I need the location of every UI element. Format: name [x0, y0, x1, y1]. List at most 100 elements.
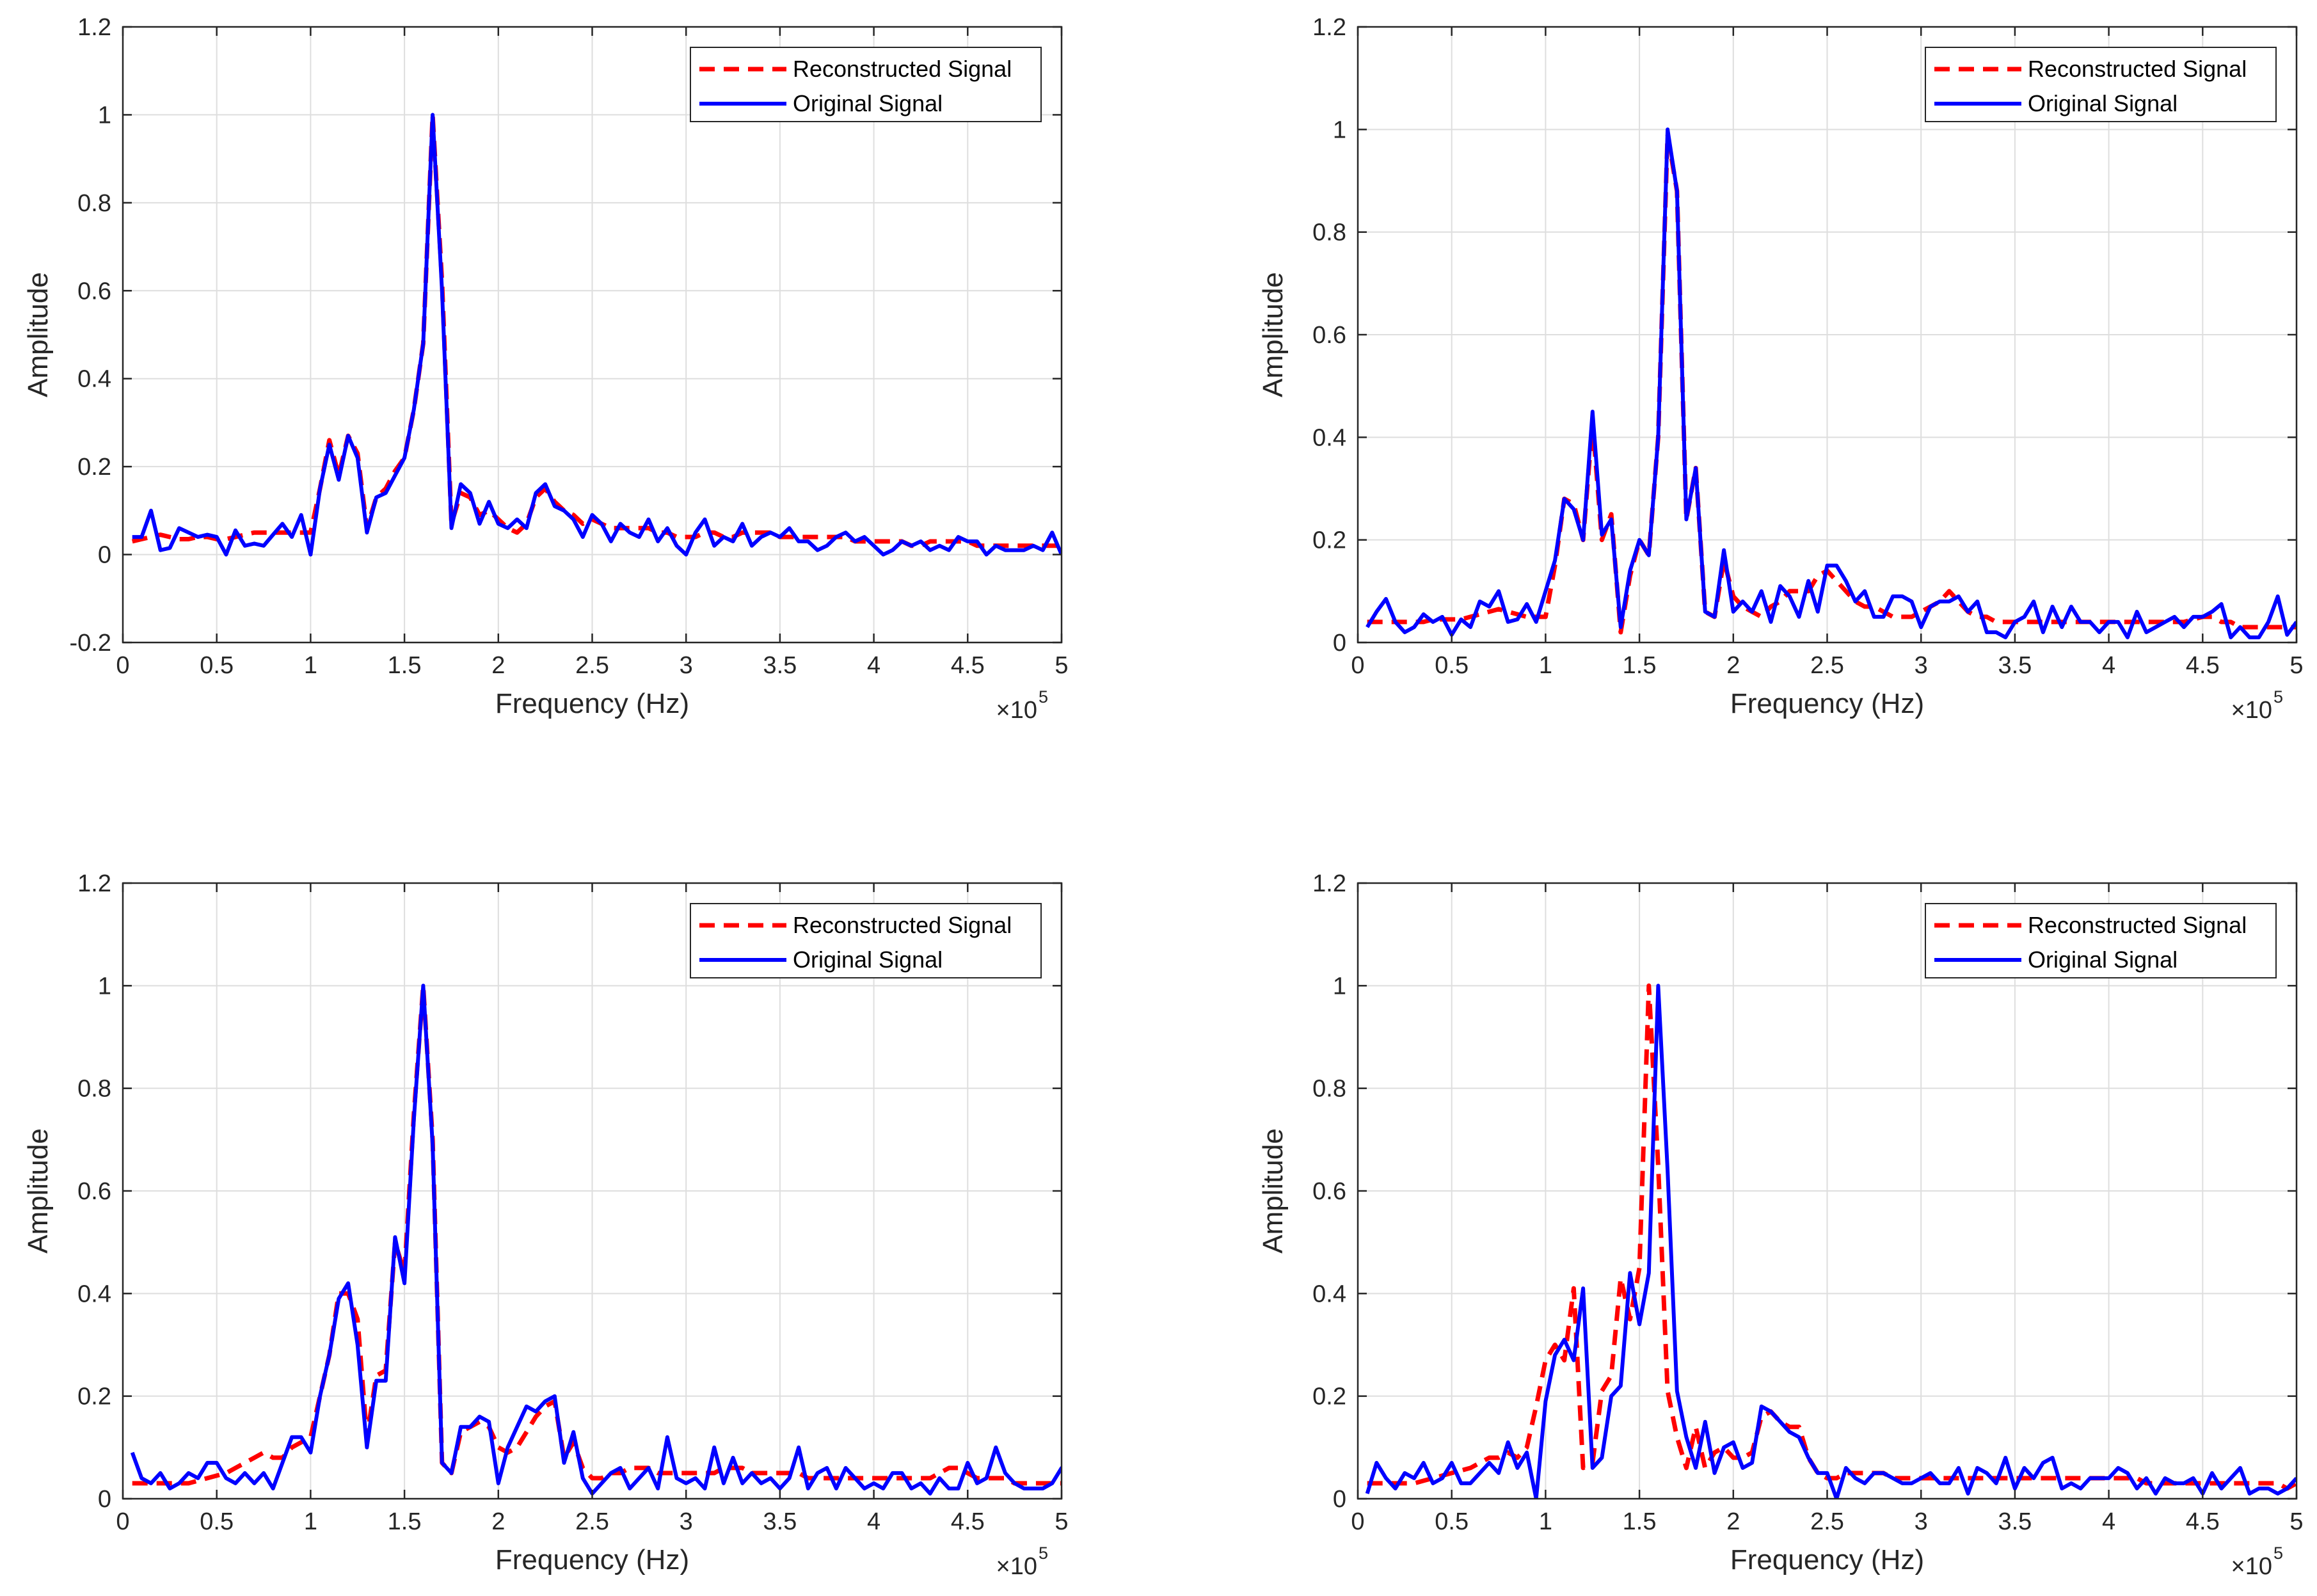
- y-tick-label: 1: [98, 102, 111, 129]
- x-tick-label: 4.5: [951, 652, 985, 679]
- x-multiplier-exponent: 5: [1039, 687, 1048, 706]
- x-tick-label: 0: [1351, 652, 1364, 679]
- x-tick-label: 0: [116, 1508, 129, 1535]
- y-tick-label: 0.2: [1312, 527, 1346, 554]
- y-tick-label: 0.2: [1312, 1384, 1346, 1410]
- y-tick-label: 0.6: [77, 1178, 111, 1205]
- x-tick-label: 4.5: [2186, 652, 2220, 679]
- x-tick-label: 3: [1915, 1508, 1928, 1535]
- y-tick-label: 0.2: [77, 454, 111, 481]
- x-tick-label: 3.5: [1998, 652, 2032, 679]
- chart-panel-3: 0 0.5 1 1.5 2 2.5 3 3.5 4 4.5 5 0 0.2 0.4 0.6 0.8 1 1.2 Fr…: [22, 870, 1069, 1580]
- x-multiplier: ×10: [2231, 697, 2272, 724]
- legend-box: [1925, 47, 2277, 122]
- original-signal-line: [1366, 127, 2297, 639]
- x-tick-label: 1: [1539, 652, 1552, 679]
- x-multiplier-exponent: 5: [2273, 1544, 2283, 1563]
- x-tick-label: 0: [116, 652, 129, 679]
- legend: Reconstructed Signal Original Signal: [690, 903, 1042, 978]
- y-tick-label: 0: [98, 1486, 111, 1513]
- x-multiplier: ×10: [996, 1553, 1037, 1580]
- x-tick-label: 0.5: [1435, 652, 1469, 679]
- x-tick-label: 1.5: [388, 1508, 422, 1535]
- original-signal-line: [130, 984, 1062, 1496]
- y-tick-label: 0: [1333, 1486, 1346, 1513]
- x-tick-label: 2.5: [575, 1508, 609, 1535]
- y-tick-label: 0.4: [1312, 424, 1346, 451]
- x-tick-label: 2.5: [575, 652, 609, 679]
- x-tick-label: 1: [1539, 1508, 1552, 1535]
- x-tick-label: 0.5: [200, 652, 234, 679]
- x-tick-label: 5: [1055, 1508, 1068, 1535]
- x-tick-label: 5: [1055, 652, 1068, 679]
- x-tick-label: 0.5: [1435, 1508, 1469, 1535]
- x-axis-label: Frequency (Hz): [495, 1544, 689, 1576]
- legend-entry-label: Reconstructed Signal: [793, 56, 1012, 82]
- y-tick-label: 0.8: [77, 1076, 111, 1103]
- y-tick-label: 0.4: [1312, 1281, 1346, 1307]
- y-axis-label: Amplitude: [1257, 272, 1289, 397]
- legend-box: [690, 903, 1042, 978]
- legend-entry-label: Original Signal: [793, 90, 943, 116]
- legend: Reconstructed Signal Original Signal: [690, 47, 1042, 122]
- x-axis-label: Frequency (Hz): [495, 688, 689, 719]
- x-tick-label: 3: [680, 652, 693, 679]
- x-tick-label: 2: [1726, 1508, 1740, 1535]
- legend-entry-label: Original Signal: [2028, 90, 2178, 116]
- y-tick-label: 0.8: [77, 190, 111, 217]
- y-tick-label: 0.2: [77, 1384, 111, 1410]
- x-tick-label: 4: [867, 1508, 880, 1535]
- reconstructed-signal-line: [1367, 132, 2297, 635]
- chart-panel-2: 0 0.5 1 1.5 2 2.5 3 3.5 4 4.5 5 0 0.2 0.4 0.6 0.8 1 1.2 Fr…: [1257, 14, 2304, 724]
- legend-box: [690, 47, 1042, 122]
- x-tick-label: 3.5: [763, 1508, 797, 1535]
- x-tick-label: 3: [680, 1508, 693, 1535]
- legend-entry-label: Reconstructed Signal: [2028, 912, 2247, 938]
- original-signal-line: [132, 113, 1062, 557]
- x-tick-label: 1: [304, 652, 317, 679]
- y-tick-label: 1: [98, 973, 111, 1000]
- legend: Reconstructed Signal Original Signal: [1925, 47, 2277, 122]
- x-tick-label: 1.5: [1623, 1508, 1657, 1535]
- x-tick-label: 4.5: [2186, 1508, 2220, 1535]
- y-tick-label: 1.2: [1312, 870, 1346, 897]
- legend-entry-label: Original Signal: [2028, 946, 2178, 973]
- x-multiplier: ×10: [2231, 1553, 2272, 1580]
- y-tick-label: 0.6: [77, 278, 111, 305]
- y-tick-label: 0.4: [77, 366, 111, 393]
- y-tick-label: 0.6: [1312, 1178, 1346, 1205]
- y-tick-label: 1.2: [77, 870, 111, 897]
- y-tick-label: 1.2: [1312, 14, 1346, 41]
- x-multiplier-exponent: 5: [1039, 1544, 1048, 1563]
- x-multiplier-exponent: 5: [2273, 687, 2283, 706]
- x-tick-label: 2.5: [1810, 1508, 1844, 1535]
- x-tick-label: 2: [491, 1508, 505, 1535]
- x-tick-label: 4: [2102, 652, 2115, 679]
- y-tick-label: -0.2: [70, 630, 111, 657]
- original-signal-line: [1365, 984, 2297, 1499]
- y-tick-label: 1: [1333, 116, 1346, 143]
- x-tick-label: 5: [2289, 652, 2303, 679]
- chart-panel-4: 0 0.5 1 1.5 2 2.5 3 3.5 4 4.5 5 0 0.2 0.4 0.6 0.8 1 1.2 Fr…: [1257, 870, 2304, 1580]
- x-tick-label: 2.5: [1810, 652, 1844, 679]
- y-tick-label: 0.4: [77, 1281, 111, 1307]
- legend-box: [1925, 903, 2277, 978]
- x-tick-label: 3: [1915, 652, 1928, 679]
- legend-entry-label: Original Signal: [793, 946, 943, 973]
- x-multiplier: ×10: [996, 697, 1037, 724]
- x-tick-label: 0.5: [200, 1508, 234, 1535]
- x-tick-label: 1: [304, 1508, 317, 1535]
- y-tick-label: 1: [1333, 973, 1346, 1000]
- x-tick-label: 4: [2102, 1508, 2115, 1535]
- legend-entry-label: Reconstructed Signal: [2028, 56, 2247, 82]
- x-tick-label: 3.5: [1998, 1508, 2032, 1535]
- x-tick-label: 3.5: [763, 652, 797, 679]
- y-axis-label: Amplitude: [22, 1128, 54, 1254]
- y-tick-label: 0: [98, 542, 111, 569]
- x-tick-label: 4: [867, 652, 880, 679]
- y-tick-label: 0.8: [1312, 1076, 1346, 1103]
- x-axis-label: Frequency (Hz): [1730, 1544, 1924, 1576]
- chart-panel-1: 0 0.5 1 1.5 2 2.5 3 3.5 4 4.5 5-0.200.20.40.60.811…: [22, 14, 1069, 724]
- x-tick-label: 1.5: [1623, 652, 1657, 679]
